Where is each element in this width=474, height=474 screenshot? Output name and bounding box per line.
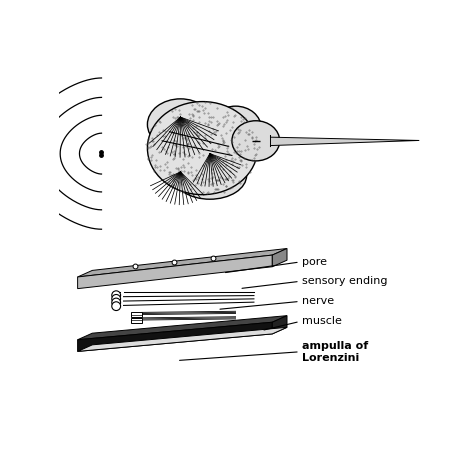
Ellipse shape (147, 101, 258, 195)
Polygon shape (78, 316, 287, 340)
Text: ampulla of
Lorenzini: ampulla of Lorenzini (301, 341, 368, 363)
Text: sensory ending: sensory ending (301, 276, 387, 286)
Polygon shape (78, 248, 287, 277)
Ellipse shape (210, 106, 261, 150)
FancyBboxPatch shape (131, 318, 142, 323)
Circle shape (112, 291, 120, 300)
Polygon shape (78, 255, 272, 289)
Polygon shape (78, 328, 287, 351)
Circle shape (112, 294, 120, 303)
Text: muscle: muscle (301, 317, 342, 327)
Ellipse shape (173, 152, 246, 199)
Text: pore: pore (301, 257, 327, 267)
Polygon shape (272, 316, 287, 334)
Ellipse shape (147, 99, 213, 150)
Circle shape (112, 298, 120, 307)
FancyBboxPatch shape (131, 312, 142, 318)
Polygon shape (272, 248, 287, 267)
Polygon shape (271, 136, 419, 147)
Text: nerve: nerve (301, 296, 334, 306)
Ellipse shape (232, 121, 280, 161)
Circle shape (112, 302, 120, 310)
Polygon shape (78, 322, 272, 351)
